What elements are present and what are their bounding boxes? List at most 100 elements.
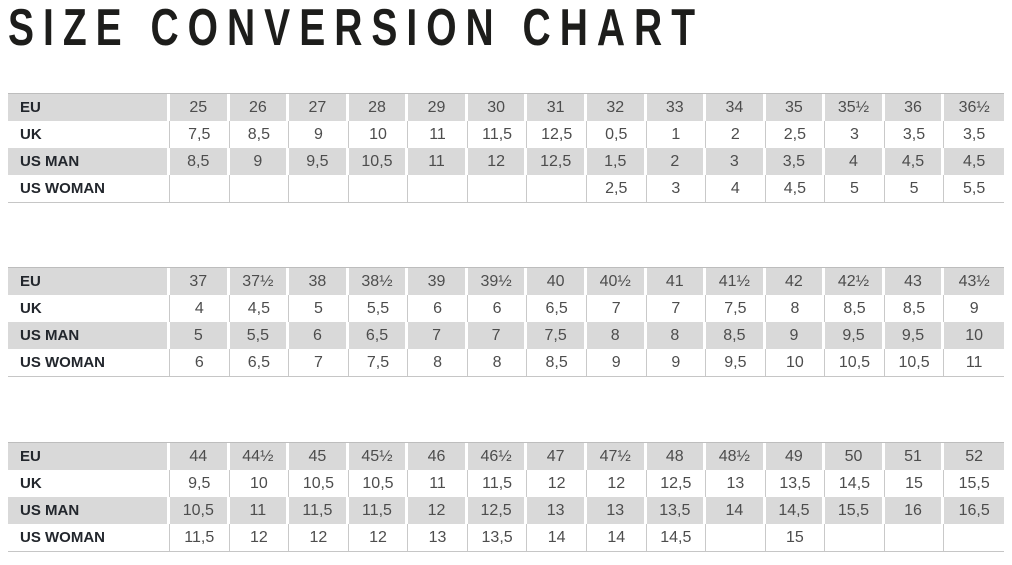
size-cell — [170, 175, 230, 202]
row-label: US WOMAN — [8, 349, 170, 376]
size-cell: 9 — [289, 121, 349, 148]
size-cell: 42 — [765, 268, 826, 295]
size-cell: 5 — [289, 295, 349, 322]
size-cell: 11 — [408, 121, 468, 148]
size-cell: 5 — [825, 175, 885, 202]
size-cell: 46 — [408, 443, 468, 470]
size-cell: 42½ — [825, 268, 885, 295]
size-cell: 45 — [289, 443, 349, 470]
size-cell: 39 — [408, 268, 468, 295]
table-row-eu: EU 44 44½ 45 45½ 46 46½ 47 47½ 48 48½ 49 50 51 52 — [8, 443, 1004, 470]
size-cell: 1,5 — [586, 148, 647, 175]
size-cell — [944, 524, 1004, 551]
size-cell: 41 — [646, 268, 707, 295]
size-cell: 10 — [765, 349, 826, 376]
size-cell — [467, 175, 528, 202]
size-cell: 2 — [646, 148, 707, 175]
size-cell: 5,5 — [229, 322, 290, 349]
table-row-uk: UK 9,5 10 10,5 10,5 11 11,5 12 12 12,5 13 13,5 14,5 1… — [8, 470, 1004, 497]
table-row-uk: UK 7,5 8,5 9 10 11 11,5 12,5 0,5 1 2 2,5 3 3,5 3,5 — [8, 121, 1004, 148]
size-cell: 44 — [170, 443, 230, 470]
size-cell — [408, 175, 468, 202]
row-label: US MAN — [8, 148, 170, 175]
row-label: UK — [8, 295, 170, 322]
size-cell: 5 — [884, 175, 945, 202]
size-cell: 49 — [765, 443, 826, 470]
size-cell: 3 — [646, 175, 707, 202]
size-cell: 10,5 — [348, 470, 409, 497]
size-cell — [289, 175, 349, 202]
size-cell: 40 — [527, 268, 587, 295]
size-cell: 12,5 — [467, 497, 528, 524]
size-cell: 6 — [170, 349, 230, 376]
table-row-us-man: US MAN 10,5 11 11,5 11,5 12 12,5 13 13 13,5 14 14,5… — [8, 497, 1004, 524]
size-cell: 3,5 — [884, 121, 945, 148]
size-cell: 1 — [646, 121, 707, 148]
size-cell: 14 — [706, 497, 766, 524]
size-cell: 12,5 — [527, 148, 587, 175]
size-cell: 12 — [467, 148, 528, 175]
size-cell: 8,5 — [527, 349, 587, 376]
size-cell: 6 — [289, 322, 349, 349]
table-row-us-woman: US WOMAN 11,5 12 12 12 13 13,5 14 14 14,5 15 — [8, 524, 1004, 551]
size-cell: 7,5 — [706, 295, 766, 322]
size-cell — [527, 175, 587, 202]
table-row-uk: UK 4 4,5 5 5,5 6 6 6,5 7 7 7,5 8 8,5 8,5 9 — [8, 295, 1004, 322]
size-cell: 7,5 — [348, 349, 409, 376]
size-cell: 3,5 — [944, 121, 1004, 148]
size-cell: 15 — [884, 470, 945, 497]
size-cell: 35 — [765, 94, 826, 121]
size-cell: 8 — [646, 322, 707, 349]
table-row-us-man: US MAN 5 5,5 6 6,5 7 7 7,5 8 8 8,5 9 9,5 9,5 10 — [8, 322, 1004, 349]
table-row-us-man: US MAN 8,5 9 9,5 10,5 11 12 12,5 1,5 2 3 3,5 4 4,5 4,5 — [8, 148, 1004, 175]
size-cell: 12,5 — [527, 121, 587, 148]
size-cell: 37½ — [229, 268, 290, 295]
size-cell: 38½ — [348, 268, 409, 295]
size-cell: 16 — [884, 497, 945, 524]
size-cell: 14,5 — [825, 470, 885, 497]
size-cell: 16,5 — [944, 497, 1004, 524]
size-cell: 15,5 — [825, 497, 885, 524]
size-cell: 9,5 — [884, 322, 945, 349]
size-cell: 14,5 — [646, 524, 707, 551]
size-cell: 9 — [944, 295, 1004, 322]
row-label: EU — [8, 94, 170, 121]
size-cell: 7,5 — [170, 121, 230, 148]
size-cell: 3 — [706, 148, 766, 175]
size-cell: 36½ — [944, 94, 1004, 121]
size-cell: 9 — [229, 148, 290, 175]
size-cell: 41½ — [706, 268, 766, 295]
size-cell: 11 — [408, 470, 468, 497]
size-cell: 11 — [229, 497, 290, 524]
size-cell: 15,5 — [944, 470, 1004, 497]
size-table-medium: EU 37 37½ 38 38½ 39 39½ 40 40½ 41 41½ 42 42½ 43 43½ UK 4… — [8, 267, 1004, 377]
size-cell: 5,5 — [944, 175, 1004, 202]
size-cell: 0,5 — [586, 121, 647, 148]
size-cell: 25 — [170, 94, 230, 121]
row-label: US MAN — [8, 497, 170, 524]
size-cell: 6 — [467, 295, 528, 322]
size-cell: 6 — [408, 295, 468, 322]
size-cell: 44½ — [229, 443, 290, 470]
size-cell: 5,5 — [348, 295, 409, 322]
size-cell: 47½ — [586, 443, 647, 470]
size-cell — [706, 524, 766, 551]
size-cell: 50 — [825, 443, 885, 470]
size-cell: 4 — [825, 148, 885, 175]
size-cell: 7 — [467, 322, 528, 349]
row-label: UK — [8, 121, 170, 148]
size-cell: 10 — [944, 322, 1004, 349]
row-label: EU — [8, 443, 170, 470]
size-cell: 4 — [706, 175, 766, 202]
size-cell: 39½ — [467, 268, 528, 295]
size-cell: 43 — [884, 268, 945, 295]
size-cell: 32 — [586, 94, 647, 121]
size-cell: 13 — [586, 497, 647, 524]
size-cell: 15 — [765, 524, 826, 551]
size-cell: 9,5 — [289, 148, 349, 175]
size-cell: 48 — [646, 443, 707, 470]
size-cell: 12 — [348, 524, 409, 551]
size-cell: 7 — [586, 295, 647, 322]
size-cell: 9 — [646, 349, 707, 376]
size-cell: 4,5 — [944, 148, 1004, 175]
